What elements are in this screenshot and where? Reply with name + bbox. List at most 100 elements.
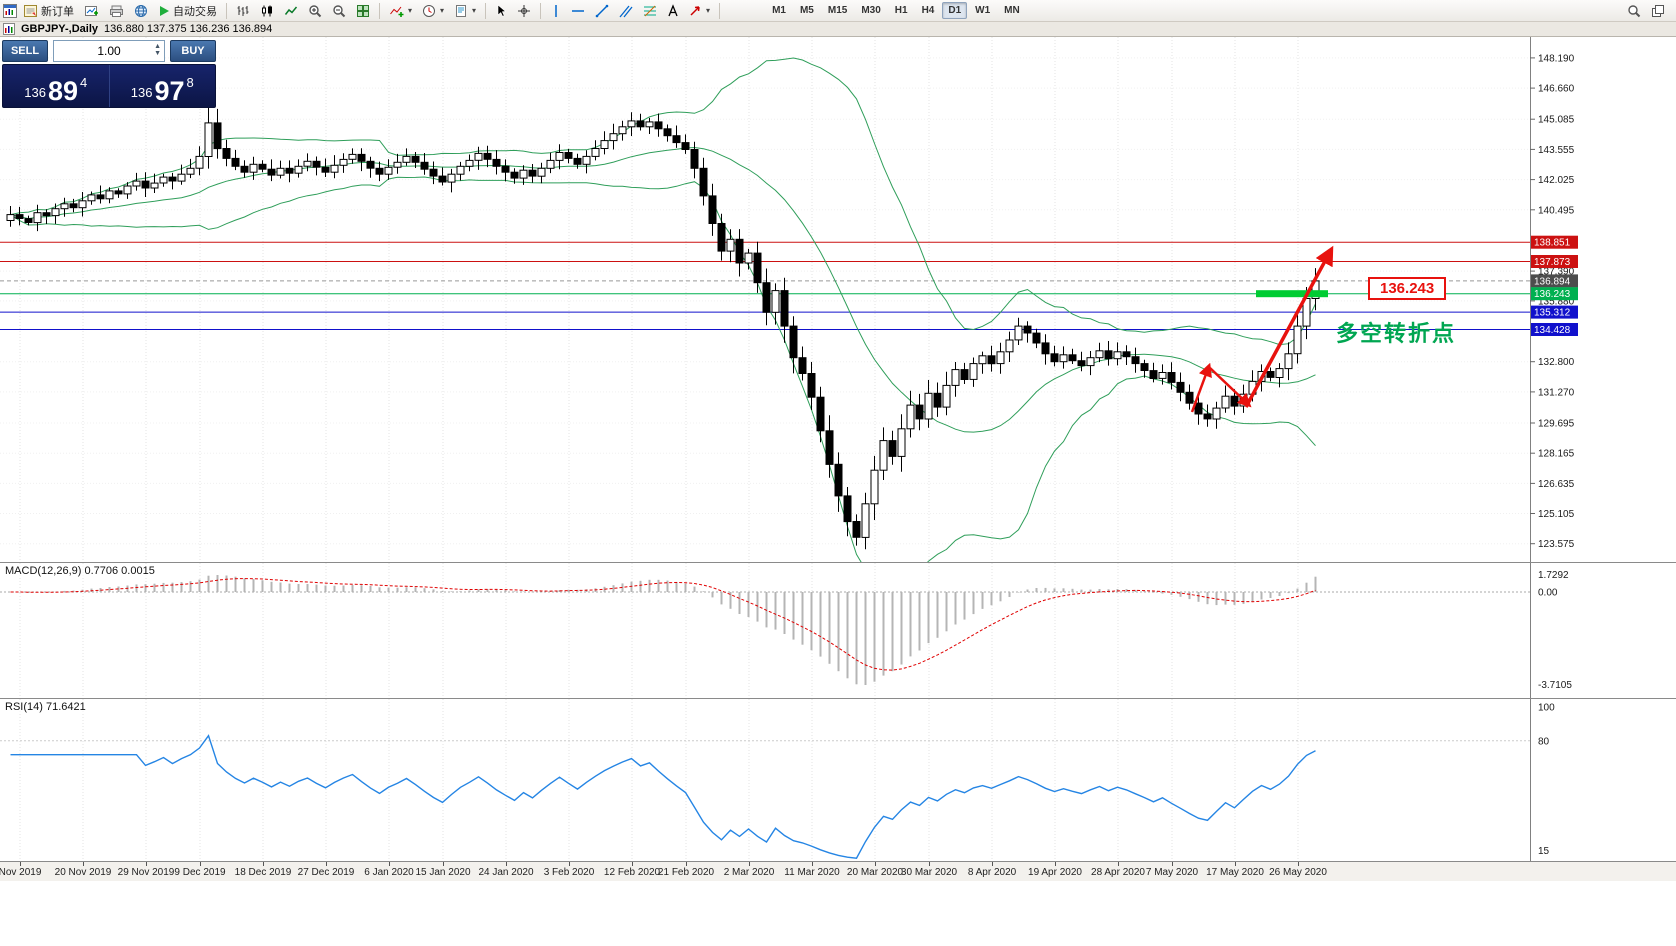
ask-price[interactable]: 136 97 8 [108,65,216,107]
candle [114,188,123,198]
chart-window-icon [3,3,17,18]
candle [6,206,15,227]
crosshair-icon[interactable] [513,1,535,20]
trendline-icon[interactable] [591,1,613,20]
channel-icon[interactable] [615,1,637,20]
timeframe-button-H1[interactable]: H1 [889,2,914,19]
timeframe-button-W1[interactable]: W1 [969,2,996,19]
main-chart-canvas[interactable]: 148.190 146.660 145.085 143.555 142.025 140.4… [0,37,1676,563]
candle [591,140,600,161]
candle [969,357,978,387]
volume-spinner-icon[interactable]: ▲ ▼ [154,43,161,57]
trend-arrows[interactable] [1190,245,1334,413]
candle [150,173,159,193]
svg-text:128.165: 128.165 [1538,449,1575,460]
svg-text:123.575: 123.575 [1538,539,1575,550]
fibonacci-icon[interactable] [639,1,661,20]
date-tick [506,862,507,866]
candle [1077,351,1086,372]
text-icon[interactable] [663,1,683,20]
candle [834,452,843,512]
candle [1041,334,1050,365]
candle [510,168,519,184]
candle [384,159,393,180]
auto-trading-button[interactable]: 自动交易 [154,1,221,20]
rsi-canvas[interactable]: 100 80 15 [0,699,1676,862]
support-highlight-bar[interactable] [1256,290,1328,298]
search-icon[interactable] [1623,1,1645,20]
date-label: 20 Nov 2019 [54,867,112,878]
timeframe-button-H4[interactable]: H4 [916,2,941,19]
arrows-object-icon[interactable]: ▾ [685,1,714,20]
new-chart-icon[interactable] [80,1,103,20]
timeframe-button-M30[interactable]: M30 [855,2,886,19]
candle [1086,351,1095,376]
tile-windows-icon[interactable] [352,1,374,20]
timeframe-button-M5[interactable]: M5 [794,2,820,19]
cursor-icon[interactable] [491,1,511,20]
candle [366,156,375,178]
timeframe-button-D1[interactable]: D1 [942,2,968,19]
date-axis[interactable]: Nov 2019 20 Nov 2019 29 Nov 2019 9 Dec 2019… [0,861,1676,881]
macd-canvas[interactable]: 1.7292 0.00 -3.7105 [0,563,1676,699]
macd-panel[interactable]: 1.7292 0.00 -3.7105 MACD(12,26,9) 0.7706 0… [0,562,1676,699]
main-chart-panel[interactable]: 148.190 146.660 145.085 143.555 142.025 140.4… [0,36,1676,563]
rsi-scale: 100 80 15 [1530,699,1555,862]
zoom-out-icon[interactable] [328,1,350,20]
date-label: 3 Feb 2020 [543,867,595,878]
candle [933,382,942,417]
indicators-icon[interactable]: ▾ [385,1,416,20]
candle [861,492,870,550]
svg-text:126.635: 126.635 [1538,479,1575,490]
line-chart-icon[interactable] [280,1,302,20]
timeframe-button-M1[interactable]: M1 [766,2,792,19]
candle [807,362,816,410]
templates-icon[interactable]: ▾ [450,1,480,20]
candle [420,153,429,175]
svg-text:134.428: 134.428 [1534,325,1571,336]
candle [294,159,303,178]
rsi-panel[interactable]: 100 80 15 RSI(14) 71.6421 [0,698,1676,862]
bollinger-bands[interactable] [10,57,1316,563]
date-label: 19 Apr 2020 [1028,867,1082,878]
toolbar-separator [226,2,227,19]
print-icon[interactable] [105,1,128,20]
sell-button[interactable]: SELL [2,40,48,62]
price-scale: 148.190 146.660 145.085 143.555 142.025 140.4… [1530,37,1578,563]
periods-clock-icon[interactable]: ▾ [418,1,448,20]
candle [609,123,618,150]
vertical-line-icon[interactable] [546,1,565,20]
timeframe-toolbar: M1 M5 M15 M30 H1 H4 D1 W1 MN [765,2,1027,19]
candle [474,146,483,170]
timeframe-button-M15[interactable]: M15 [822,2,853,19]
cascade-windows-icon[interactable] [1647,1,1669,20]
turning-point-text[interactable]: 多空转折点 [1336,321,1457,346]
svg-text:136.894: 136.894 [1534,276,1571,287]
date-tick [749,862,750,866]
svg-text:125.105: 125.105 [1538,509,1575,520]
candle [1194,395,1203,425]
candlestick-chart-icon[interactable] [256,1,278,20]
candle [249,156,258,180]
candle [321,158,330,177]
timeframe-button-MN[interactable]: MN [998,2,1026,19]
date-label: 29 Nov 2019 [117,867,175,878]
new-order-button[interactable]: 新订单 [19,1,78,20]
ask-prefix: 136 [130,85,153,100]
price-callout-box[interactable]: 136.243 [1368,277,1447,300]
horizontal-line-icon[interactable] [567,1,589,20]
candle [744,248,753,270]
zoom-in-icon[interactable] [304,1,326,20]
globe-icon[interactable] [130,1,152,20]
bar-chart-icon[interactable] [232,1,254,20]
buy-button[interactable]: BUY [170,40,216,62]
candle [1176,372,1185,402]
candle [258,160,267,173]
macd-scale: 1.7292 0.00 -3.7105 [1530,563,1572,699]
bid-price[interactable]: 136 89 4 [3,65,109,107]
candle [636,113,645,131]
toolbar-separator [540,2,542,19]
candle [987,345,996,372]
volume-input[interactable]: 1.00 ▲ ▼ [53,40,165,62]
candle [690,141,699,179]
